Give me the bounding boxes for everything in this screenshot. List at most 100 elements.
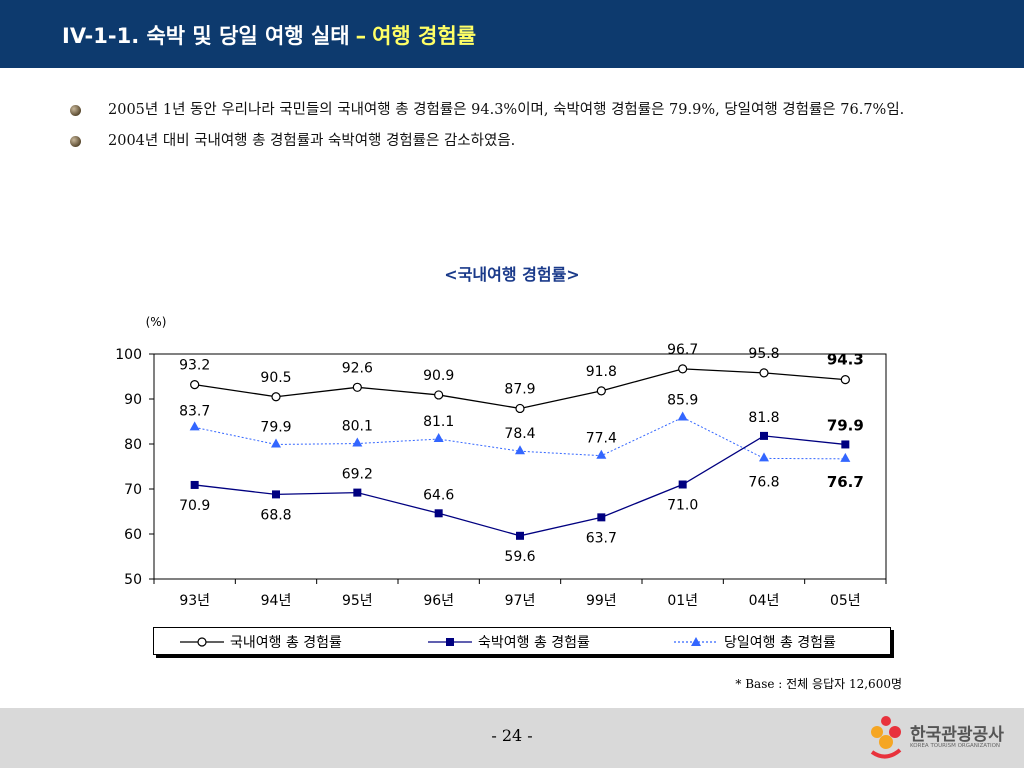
x-tick-label: 04년 xyxy=(749,593,780,609)
data-point-circle xyxy=(596,386,606,396)
data-point-triangle xyxy=(759,452,769,462)
data-point-triangle xyxy=(433,433,444,443)
data-point-circle xyxy=(190,379,200,390)
data-label: 77.4 xyxy=(586,431,617,447)
data-point-circle xyxy=(515,403,525,414)
data-point-circle xyxy=(840,375,850,385)
data-label: 81.1 xyxy=(423,414,454,430)
x-tick-label: 95년 xyxy=(342,593,373,609)
bullet-item: 2004년 대비 국내여행 총 경험률과 숙박여행 경험률은 감소하였음. xyxy=(66,129,966,154)
x-tick-label: 05년 xyxy=(830,593,861,609)
data-point-triangle xyxy=(840,452,851,462)
data-point-circle xyxy=(271,392,281,402)
title-dash: – xyxy=(355,24,367,48)
x-tick-label: 97년 xyxy=(505,593,536,609)
page-number: - 24 - xyxy=(491,726,533,745)
data-label: 92.6 xyxy=(342,360,373,376)
y-tick-label: 80 xyxy=(124,437,142,453)
x-tick-label: 96년 xyxy=(423,593,454,609)
data-point-square xyxy=(353,488,362,497)
y-tick-label: 90 xyxy=(124,392,142,408)
legend-triangle-marker-icon xyxy=(674,637,718,646)
data-point-triangle xyxy=(189,421,200,431)
data-label: 85.9 xyxy=(667,392,698,408)
data-label: 79.9 xyxy=(827,416,864,434)
logo: 한국관광공사 KOREA TOURISM ORGANIZATION xyxy=(866,712,1016,764)
legend-label: 국내여행 총 경험률 xyxy=(230,635,342,651)
page-subtitle: 여행 경험률 xyxy=(372,24,477,48)
data-label: 90.9 xyxy=(423,368,454,384)
chart-legend: 국내여행 총 경험률 숙박여행 총 경험률 당일여행 총 경험률 xyxy=(153,627,891,655)
tourism-logo-icon xyxy=(870,716,902,759)
data-point-square xyxy=(678,480,687,489)
y-tick-label: 60 xyxy=(124,527,142,543)
data-label: 59.6 xyxy=(504,549,535,565)
page-title: IV-1-1. 숙박 및 당일 여행 실태 – 여행 경험률 xyxy=(62,20,476,50)
bullet-icon xyxy=(70,136,81,147)
data-label: 76.7 xyxy=(827,473,864,491)
logo-name: 한국관광공사 xyxy=(910,725,1004,745)
x-tick-label: 93년 xyxy=(179,593,210,609)
data-point-square xyxy=(272,490,280,499)
data-label: 94.3 xyxy=(827,351,864,369)
legend-item-total: 국내여행 총 경험률 xyxy=(178,632,342,652)
data-label: 90.5 xyxy=(260,370,291,386)
plot-frame xyxy=(153,353,887,580)
base-note: * Base : 전체 응답자 12,600명 xyxy=(735,677,902,691)
data-point-triangle xyxy=(271,438,281,448)
data-point-circle xyxy=(434,390,444,400)
data-point-triangle xyxy=(677,411,688,421)
data-label: 78.4 xyxy=(504,426,535,442)
bullet-text: 2004년 대비 국내여행 총 경험률과 숙박여행 경험률은 감소하였음. xyxy=(108,133,516,149)
x-tick-label: 01년 xyxy=(667,593,698,609)
logo-subtext: KOREA TOURISM ORGANIZATION xyxy=(910,743,1001,749)
data-point-square xyxy=(516,531,524,540)
legend-item-daytrip: 당일여행 총 경험률 xyxy=(672,632,836,652)
data-label: 87.9 xyxy=(504,381,535,397)
data-point-triangle xyxy=(352,437,363,447)
legend-item-overnight: 숙박여행 총 경험률 xyxy=(426,632,590,652)
data-label: 81.8 xyxy=(748,410,779,426)
y-tick-label: 50 xyxy=(124,572,142,588)
bullet-icon xyxy=(70,105,81,116)
data-label: 70.9 xyxy=(179,498,210,514)
data-point-circle xyxy=(352,382,362,392)
data-point-triangle xyxy=(515,445,525,455)
data-label: 79.9 xyxy=(260,419,291,435)
data-label: 76.8 xyxy=(748,474,779,490)
data-point-circle xyxy=(759,368,769,378)
data-label: 64.6 xyxy=(423,487,454,503)
bullet-text: 2005년 1년 동안 우리나라 국민들의 국내여행 총 경험률은 94.3%이… xyxy=(108,102,905,118)
data-label: 83.7 xyxy=(179,403,210,419)
header-bar: IV-1-1. 숙박 및 당일 여행 실태 – 여행 경험률 xyxy=(0,0,1024,68)
x-tick-label: 94년 xyxy=(261,593,292,609)
chart-title: <국내여행 경험률> xyxy=(444,265,580,284)
data-point-triangle xyxy=(596,449,607,459)
data-point-square xyxy=(760,431,768,440)
data-label: 63.7 xyxy=(586,530,617,546)
legend-circle-marker-icon xyxy=(180,637,224,647)
legend-label: 숙박여행 총 경험률 xyxy=(478,635,590,651)
data-point-square xyxy=(597,513,606,522)
legend-label: 당일여행 총 경험률 xyxy=(724,635,836,651)
data-label: 93.2 xyxy=(179,358,210,374)
data-label: 69.2 xyxy=(342,467,373,483)
data-label: 95.8 xyxy=(748,346,779,362)
y-axis-label: (%) xyxy=(146,315,167,329)
page-title-main: IV-1-1. 숙박 및 당일 여행 실태 xyxy=(62,24,350,48)
data-label: 71.0 xyxy=(667,498,698,514)
data-label: 68.8 xyxy=(260,507,291,523)
data-label: 96.7 xyxy=(667,342,698,358)
footer-bar xyxy=(0,708,1024,768)
line-chart: 50 60 70 80 90 100 (%) 93년 94년 95년 96년 97년 99년 01년 04년… xyxy=(115,315,887,609)
data-point-circle xyxy=(678,364,688,374)
bullet-item: 2005년 1년 동안 우리나라 국민들의 국내여행 총 경험률은 94.3%이… xyxy=(66,98,966,123)
data-point-square xyxy=(190,480,199,489)
y-tick-label: 70 xyxy=(124,482,142,498)
data-point-square xyxy=(434,509,443,518)
data-label: 80.1 xyxy=(342,419,373,435)
data-point-square xyxy=(841,440,850,449)
x-tick-label: 99년 xyxy=(586,593,617,609)
data-label: 91.8 xyxy=(586,364,617,380)
bullet-list: 2005년 1년 동안 우리나라 국민들의 국내여행 총 경험률은 94.3%이… xyxy=(66,98,966,160)
